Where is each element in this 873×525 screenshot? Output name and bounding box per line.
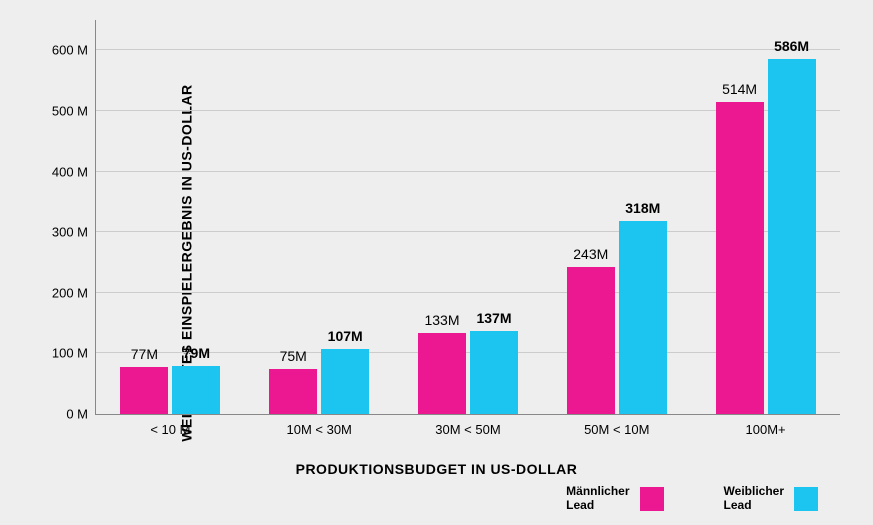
bar-male: 133M (418, 333, 466, 414)
legend-item-female: WeiblicherLead (724, 485, 818, 513)
x-tick-label: 30M < 50M (435, 414, 500, 437)
bar-value-label: 586M (774, 38, 809, 59)
bar-value-label: 133M (424, 312, 459, 333)
bar-value-label: 243M (573, 246, 608, 267)
legend-item-male: MännlicherLead (566, 485, 663, 513)
legend-label: WeiblicherLead (724, 485, 784, 513)
legend-swatch (794, 487, 818, 511)
x-tick-label: 10M < 30M (286, 414, 351, 437)
bar-value-label: 75M (280, 348, 307, 369)
bar-female: 586M (768, 59, 816, 414)
y-tick-label: 100 M (52, 346, 96, 361)
chart-container: WELTWEITES EINSPIELERGEBNIS IN US-DOLLAR… (0, 0, 873, 525)
bar-value-label: 77M (131, 346, 158, 367)
y-tick-label: 0 M (66, 407, 96, 422)
bar-group: 133M137M30M < 50M (394, 20, 543, 414)
bar-female: 318M (619, 221, 667, 414)
legend-label: MännlicherLead (566, 485, 629, 513)
plot-area: 0 M100 M200 M300 M400 M500 M600 M 77M79M… (95, 20, 840, 415)
bar-value-label: 79M (183, 345, 210, 366)
bar-value-label: 514M (722, 81, 757, 102)
x-tick-label: 100M+ (746, 414, 786, 437)
bar-group: 514M586M100M+ (691, 20, 840, 414)
legend-swatch (640, 487, 664, 511)
bar-value-label: 107M (328, 328, 363, 349)
y-tick-label: 600 M (52, 43, 96, 58)
bar-value-label: 137M (476, 310, 511, 331)
y-tick-label: 400 M (52, 164, 96, 179)
y-tick-label: 300 M (52, 225, 96, 240)
bar-value-label: 318M (625, 200, 660, 221)
bar-male: 243M (567, 267, 615, 414)
bar-female: 107M (321, 349, 369, 414)
bar-female: 79M (172, 366, 220, 414)
bar-male: 75M (269, 369, 317, 414)
bar-male: 514M (716, 102, 764, 414)
y-tick-label: 200 M (52, 285, 96, 300)
bar-male: 77M (120, 367, 168, 414)
bar-female: 137M (470, 331, 518, 414)
bar-group: 75M107M10M < 30M (245, 20, 394, 414)
x-tick-label: < 10 M (150, 414, 190, 437)
y-tick-label: 500 M (52, 103, 96, 118)
bar-group: 243M318M50M < 10M (542, 20, 691, 414)
x-axis-title: PRODUKTIONSBUDGET IN US-DOLLAR (0, 461, 873, 477)
x-tick-label: 50M < 10M (584, 414, 649, 437)
bar-group: 77M79M< 10 M (96, 20, 245, 414)
legend: MännlicherLead WeiblicherLead (566, 485, 818, 513)
